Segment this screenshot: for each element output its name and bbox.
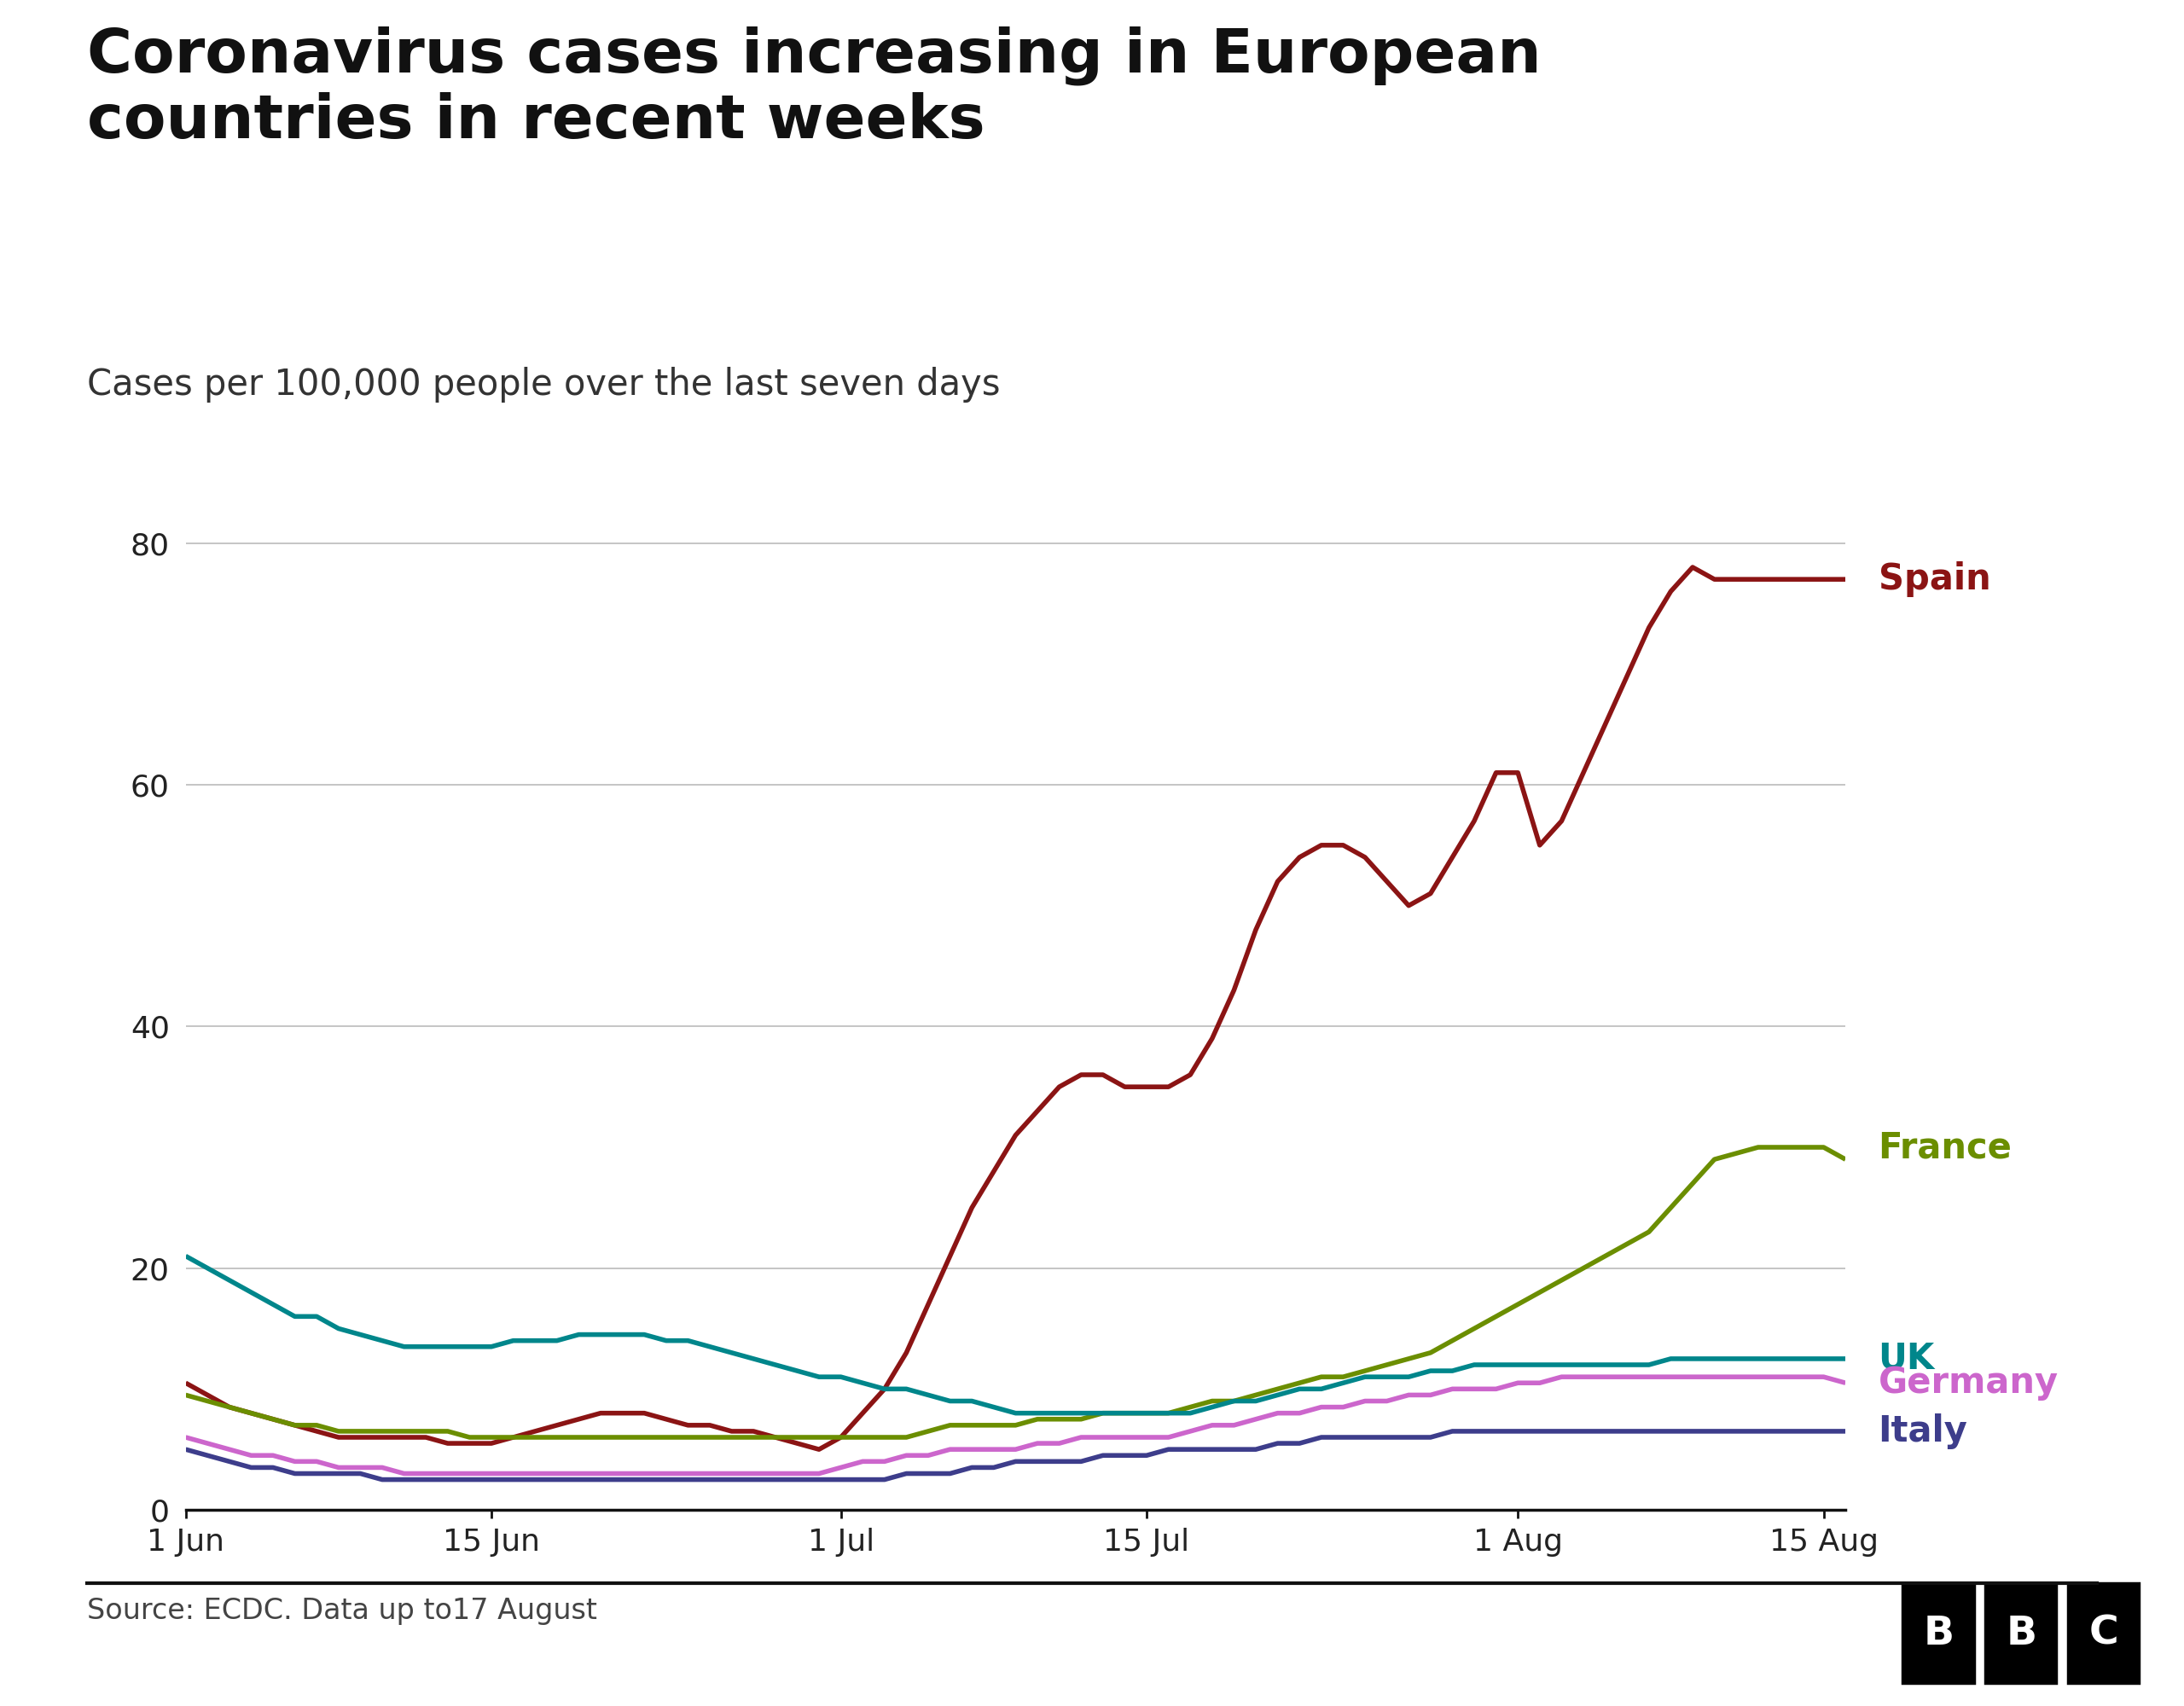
Text: Spain: Spain [1878,561,1990,597]
Text: B: B [2005,1614,2038,1653]
Text: Germany: Germany [1878,1365,2057,1401]
Bar [1900,1580,1979,1687]
Text: Coronavirus cases increasing in European
countries in recent weeks: Coronavirus cases increasing in European… [87,26,1542,150]
Bar [1981,1580,2062,1687]
Text: B: B [1924,1614,1955,1653]
Text: Cases per 100,000 people over the last seven days: Cases per 100,000 people over the last s… [87,367,1000,403]
Bar [2064,1580,2143,1687]
Text: UK: UK [1878,1341,1935,1377]
Text: Italy: Italy [1878,1413,1968,1448]
Text: C: C [2088,1614,2118,1653]
Text: Source: ECDC. Data up to17 August: Source: ECDC. Data up to17 August [87,1597,598,1624]
Text: France: France [1878,1129,2011,1165]
